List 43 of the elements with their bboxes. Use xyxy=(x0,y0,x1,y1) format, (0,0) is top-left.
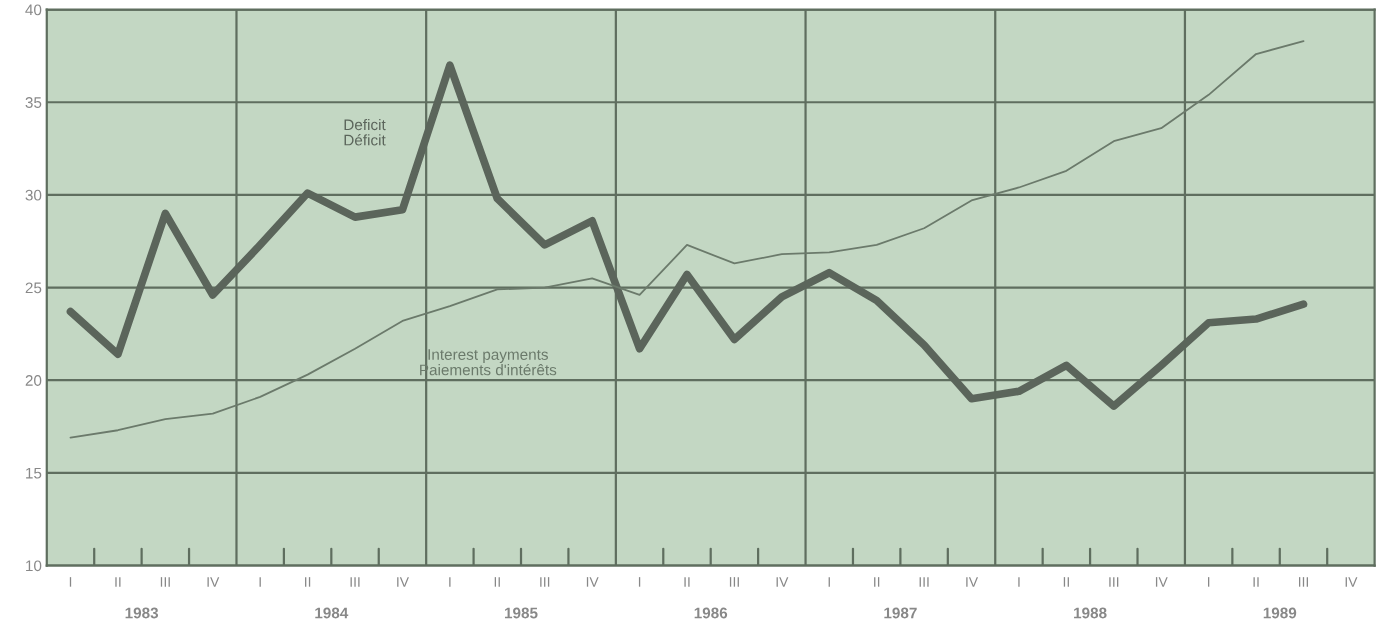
x-tick-label: III xyxy=(1109,577,1119,587)
x-tick-label: I xyxy=(1208,577,1210,587)
x-tick-label: II xyxy=(684,577,690,587)
x-tick-label: II xyxy=(1063,577,1069,587)
text: 1986 xyxy=(694,607,728,619)
x-tick-label: I xyxy=(69,577,72,587)
y-tick-label: 35 xyxy=(25,97,42,108)
x-tick-label: IV xyxy=(776,577,789,587)
x-tick-label: II xyxy=(115,577,121,587)
x-tick-label: III xyxy=(919,577,929,587)
x-tick-label: III xyxy=(1298,577,1308,587)
x-tick-label: IV xyxy=(1155,577,1168,587)
x-tick-label: IV xyxy=(586,577,599,587)
text: 1983 xyxy=(125,607,159,619)
x-tick-label: IV xyxy=(207,577,220,587)
x-tick-label: II xyxy=(494,577,500,587)
x-tick-label: II xyxy=(1253,577,1259,587)
text: 1988 xyxy=(1074,607,1107,619)
x-tick-label: II xyxy=(874,577,880,587)
y-tick-label: 40 xyxy=(25,4,42,16)
x-tick-label: I xyxy=(449,577,451,587)
y-tick-label: 25 xyxy=(25,282,42,294)
x-tick-label: IV xyxy=(1345,577,1358,587)
text: 1987 xyxy=(884,607,917,619)
x-tick-label: IV xyxy=(966,577,979,587)
x-tick-label: III xyxy=(160,577,170,587)
x-tick-label: I xyxy=(828,577,830,587)
x-tick-label: III xyxy=(540,577,550,587)
text: Deficit Déficit xyxy=(344,118,386,146)
y-tick-label: 15 xyxy=(26,467,42,479)
x-tick-label: III xyxy=(729,577,739,587)
x-tick-label: I xyxy=(259,577,261,587)
y-tick-label: 10 xyxy=(26,560,42,572)
y-tick-label: 20 xyxy=(25,375,42,386)
x-tick-label: I xyxy=(1018,577,1020,587)
text: 1985 xyxy=(504,607,538,619)
x-tick-label: II xyxy=(305,577,311,587)
text: 1989 xyxy=(1263,607,1297,619)
x-tick-label: I xyxy=(638,577,641,587)
y-tick-label: 30 xyxy=(25,189,42,201)
x-tick-label: III xyxy=(350,577,360,587)
x-tick-label: IV xyxy=(397,577,409,587)
text: 1984 xyxy=(315,607,349,619)
